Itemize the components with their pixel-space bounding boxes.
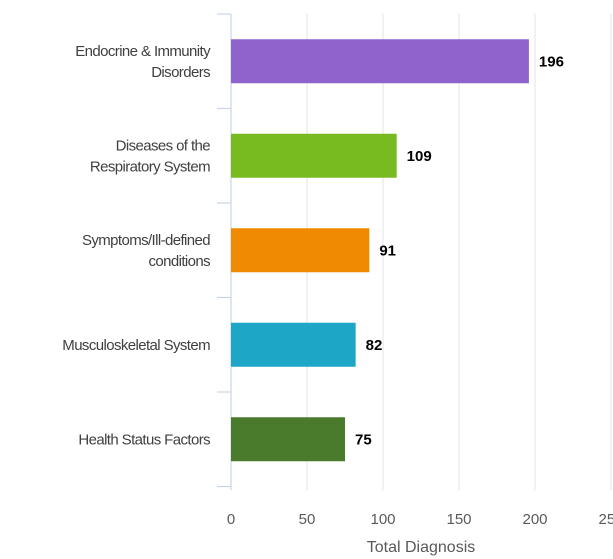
category-axis — [217, 14, 231, 490]
bar — [231, 417, 345, 461]
x-tick-labels: 0 50 100 150 200 250 — [227, 511, 613, 528]
x-tick-label: 0 — [227, 511, 235, 528]
bar — [231, 39, 529, 83]
data-label: 109 — [407, 148, 432, 165]
data-label: 75 — [355, 431, 372, 448]
bar — [231, 134, 397, 178]
bar — [231, 228, 369, 272]
x-tick-label: 200 — [522, 511, 547, 528]
bar — [231, 323, 356, 367]
x-tick-label: 150 — [446, 511, 471, 528]
data-label: 91 — [379, 242, 396, 259]
data-label: 82 — [366, 337, 383, 354]
x-tick-label: 50 — [299, 511, 316, 528]
category-label: Endocrine & Immunity Disorders — [75, 43, 211, 81]
category-label: Musculoskeletal System — [62, 337, 210, 354]
x-axis-title: Total Diagnosis — [367, 539, 476, 556]
category-label: Diseases of the Respiratory System — [90, 137, 210, 175]
category-label: Health Status Factors — [78, 431, 210, 448]
x-tick-label: 100 — [370, 511, 395, 528]
category-label: Symptoms/Ill-defined conditions — [82, 232, 210, 270]
category-labels: Endocrine & Immunity Disorders Diseases of… — [62, 43, 211, 449]
x-tick-label: 250 — [598, 511, 613, 528]
data-label: 196 — [539, 53, 564, 70]
